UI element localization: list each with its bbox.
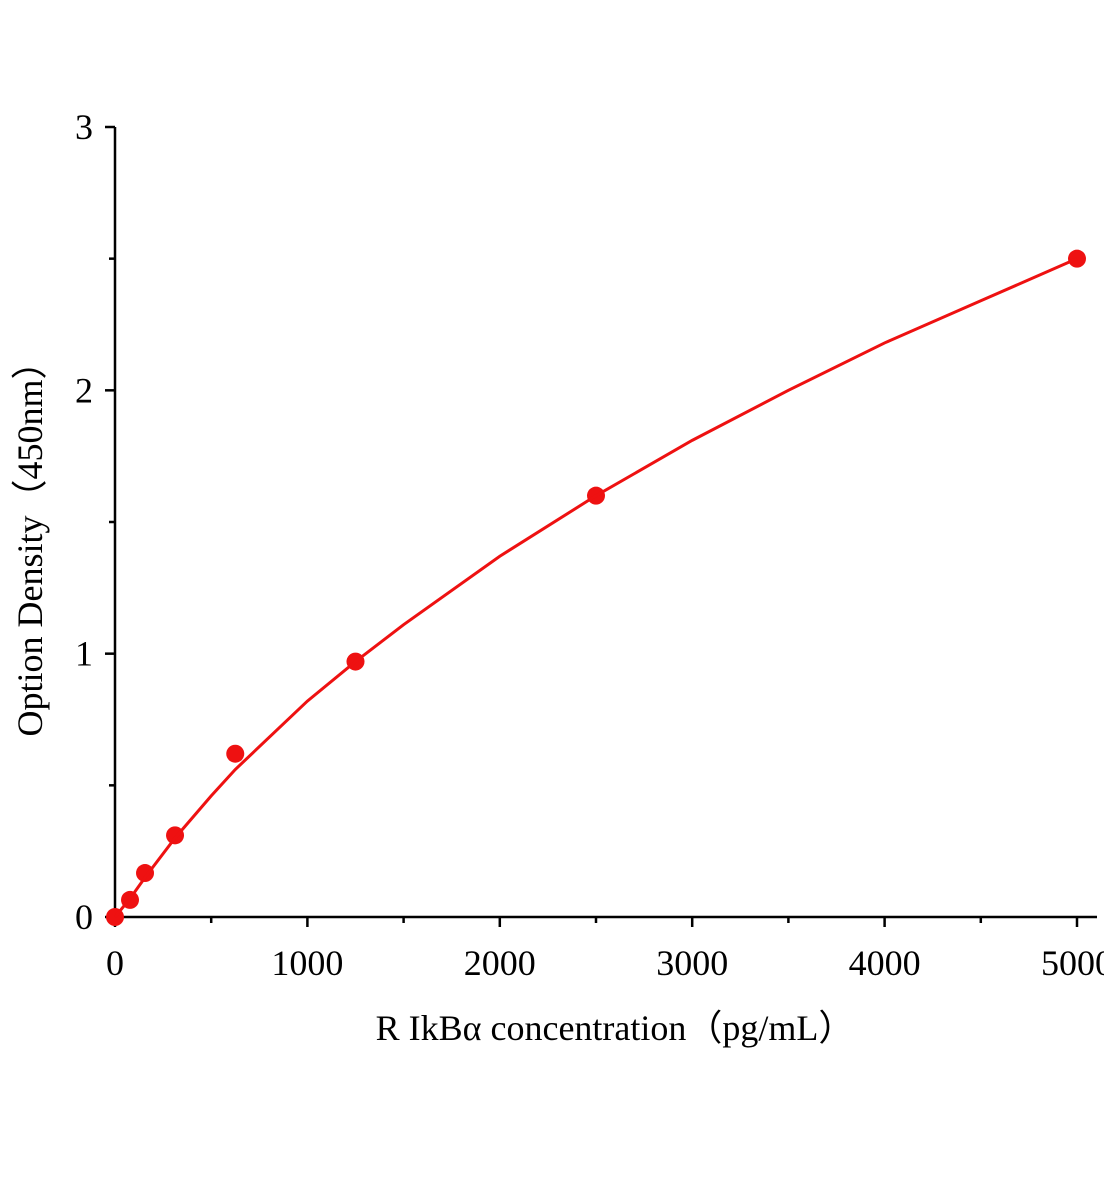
y-tick-label: 0 (75, 897, 93, 937)
y-tick-label: 1 (75, 634, 93, 674)
data-point (136, 864, 155, 883)
x-tick-label: 4000 (849, 943, 921, 983)
y-tick-label: 3 (75, 107, 93, 147)
x-tick-label: 3000 (656, 943, 728, 983)
x-tick-label: 1000 (271, 943, 343, 983)
y-tick-label: 2 (75, 370, 93, 410)
x-axis-title: R IkBα concentration（pg/mL） (376, 1008, 855, 1048)
fit-curve (113, 257, 1078, 918)
data-point (226, 744, 245, 763)
y-axis-title: Option Density（450nm） (10, 344, 50, 737)
x-tick-label: 5000 (1041, 943, 1104, 983)
x-tick-label: 2000 (464, 943, 536, 983)
x-tick-label: 0 (106, 943, 124, 983)
